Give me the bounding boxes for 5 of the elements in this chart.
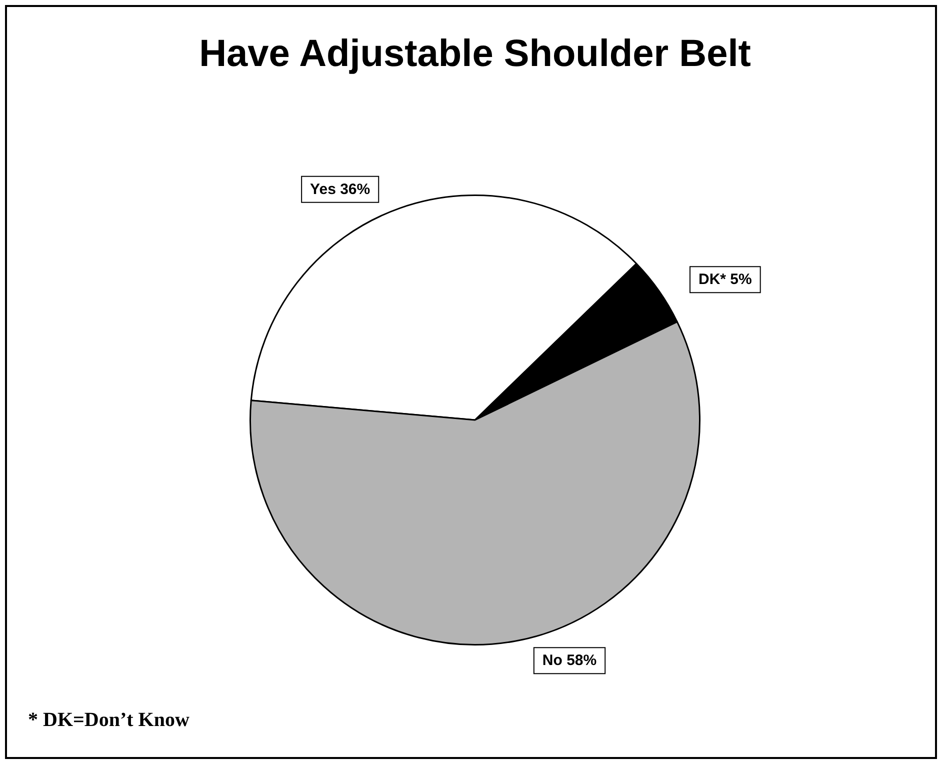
slice-label: DK* 5% — [698, 271, 752, 288]
chart-title: Have Adjustable Shoulder Belt — [199, 33, 752, 75]
text: * DK=Don’t Know — [28, 709, 190, 731]
slice-label: Yes 36% — [310, 180, 370, 198]
slice-label: No 58% — [542, 652, 597, 670]
